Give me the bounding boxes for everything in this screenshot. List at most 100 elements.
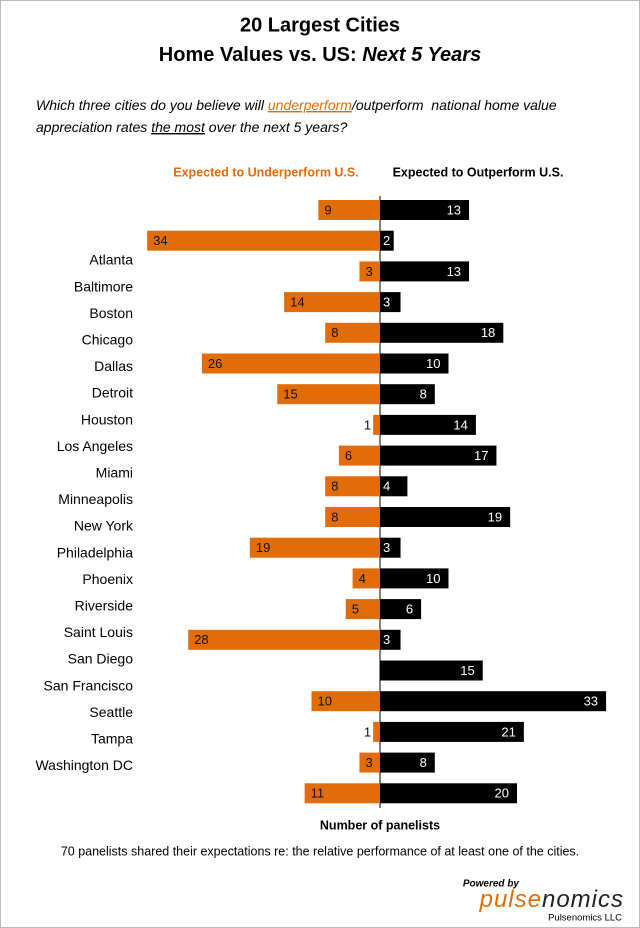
chart-title: 20 Largest Cities [240,14,400,36]
subtitle: Which three cities do you believe will u… [36,97,557,113]
logo-part: nomics [542,886,624,913]
data-label: 21 [501,724,515,739]
data-label: 15 [283,387,297,402]
subtitle-part: appreciation rates [36,119,151,135]
subtitle-part: over the next 5 years? [205,119,348,135]
logo-caption: Powered by [463,879,520,890]
subtitle: appreciation rates the most over the nex… [36,119,348,135]
bar [380,629,401,650]
data-label: 10 [318,694,332,709]
data-label: 15 [460,663,474,678]
bar [359,752,380,773]
category-label: Seattle [89,704,133,720]
data-label: 1 [364,724,371,739]
data-label: 11 [311,786,325,801]
data-label: 4 [383,479,390,494]
bar [249,537,380,558]
title-part: Home Values vs. US: [159,44,362,66]
bar [311,691,380,712]
subtitle-part: underperform [268,97,352,113]
category-label: Baltimore [74,278,133,294]
logo: pulsenomics [479,886,624,913]
data-label: 33 [584,694,598,709]
data-label: 13 [447,202,461,217]
category-label: Chicago [82,332,134,348]
bar [380,261,470,282]
x-axis-label: Number of panelists [320,818,440,832]
bar [325,322,380,343]
data-label: 10 [426,571,440,586]
bar [380,783,517,804]
bar [380,660,483,681]
legend-label: Expected to Outperform U.S. [393,165,564,179]
data-label: 26 [208,356,222,371]
bar [380,292,401,313]
data-label: 3 [365,264,372,279]
data-label: 8 [420,755,427,770]
bar [201,353,380,374]
data-label: 5 [352,602,359,617]
data-label: 19 [256,540,270,555]
data-label: 3 [383,295,390,310]
data-label: 4 [359,571,366,586]
category-label: Atlanta [89,252,133,268]
data-label: 19 [488,509,502,524]
category-label: Houston [81,411,133,427]
bar [359,261,380,282]
bar [338,445,380,466]
data-label: 28 [194,632,208,647]
bar [380,537,401,558]
category-label: Phoenix [82,571,133,587]
data-label: 3 [383,540,390,555]
bar [380,445,497,466]
data-label: 8 [331,325,338,340]
bar [380,476,408,497]
category-label: Saint Louis [64,624,133,640]
bar [380,353,449,374]
subtitle-part: Which three cities do you believe will [36,97,268,113]
subtitle-part: /outperform national home value [351,97,557,113]
note: 70 panelists shared their expectations r… [61,844,579,858]
bar [380,721,524,742]
category-label: New York [74,518,134,534]
data-label: 18 [481,325,495,340]
data-label: 1 [364,417,371,432]
bar [380,507,511,527]
data-label: 20 [495,786,509,801]
bar [325,476,380,497]
bar [147,230,380,251]
data-label: 13 [447,264,461,279]
data-label: 6 [345,448,352,463]
data-label: 8 [331,479,338,494]
category-label: San Diego [68,651,134,667]
bar [380,752,435,773]
data-label: 6 [406,602,413,617]
category-label: Miami [96,465,133,481]
title-part: Next 5 Years [362,44,481,66]
data-label: 14 [453,417,467,432]
bar [284,292,380,313]
legend-label: Expected to Underperform U.S. [173,165,358,179]
bar [373,721,380,742]
bar [380,599,422,620]
subtitle-part: the most [151,119,206,135]
data-label: 3 [365,755,372,770]
logo-part: pulse [479,886,542,913]
category-label: Boston [89,305,133,321]
chart-title: Home Values vs. US: Next 5 Years [159,44,481,66]
category-label: Detroit [92,385,133,401]
data-label: 14 [290,295,304,310]
data-label: 10 [426,356,440,371]
bar [277,384,380,405]
data-label: 3 [383,632,390,647]
bar [380,414,476,435]
data-label: 2 [383,233,390,248]
category-label: Washington DC [35,757,133,773]
bar [373,414,380,435]
category-label: Tampa [91,731,133,747]
bar [380,568,449,589]
bar [380,200,470,220]
